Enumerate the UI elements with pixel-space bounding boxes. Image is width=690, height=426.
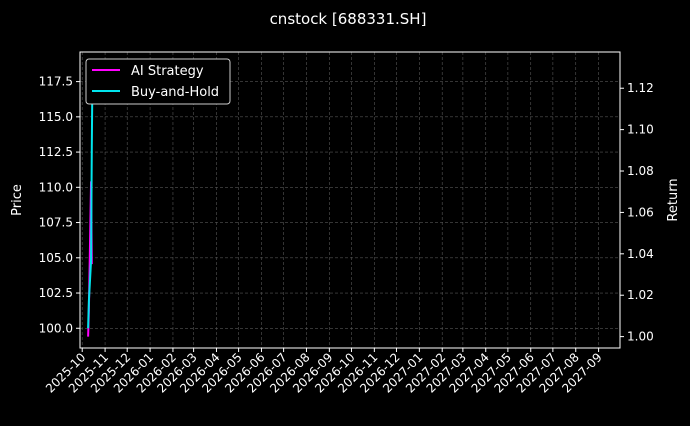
y2-axis-label: Return <box>666 178 681 221</box>
y-tick-label: 117.5 <box>39 75 73 89</box>
legend-label-buy-and-hold: Buy-and-Hold <box>131 85 219 100</box>
y2-tick-label: 1.04 <box>627 247 654 261</box>
legend-label-ai-strategy: AI Strategy <box>131 64 204 79</box>
y-axis-right: 1.00 1.02 1.04 1.06 1.08 1.10 1.12 <box>620 81 654 344</box>
y-tick-label: 102.5 <box>39 286 73 300</box>
y2-tick-label: 1.08 <box>627 164 654 178</box>
grid <box>80 52 620 348</box>
plot-frame <box>79 51 621 349</box>
y-tick-label: 115.0 <box>39 110 73 124</box>
x-axis: 2025-102025-112025-122026-012026-022026-… <box>43 348 605 396</box>
y2-tick-label: 1.12 <box>627 81 654 95</box>
y2-tick-label: 1.00 <box>627 330 654 344</box>
y-tick-label: 112.5 <box>39 145 73 159</box>
y-tick-label: 107.5 <box>39 216 73 230</box>
y-axis-label: Price <box>10 184 25 216</box>
y-axis-left: 100.0 102.5 105.0 107.5 110.0 112.5 115.0 117.5 <box>39 75 80 335</box>
series-line-buy-and-hold <box>87 61 94 329</box>
y2-tick-label: 1.02 <box>627 288 654 302</box>
y2-tick-label: 1.06 <box>627 205 654 219</box>
legend: AI Strategy Buy-and-Hold <box>85 58 231 105</box>
chart-title: cnstock [688331.SH] <box>270 10 427 28</box>
y2-tick-label: 1.10 <box>627 123 654 137</box>
y-tick-label: 100.0 <box>39 321 73 335</box>
y-tick-label: 110.0 <box>39 180 73 194</box>
y-tick-label: 105.0 <box>39 251 73 265</box>
series-lines <box>87 61 94 337</box>
